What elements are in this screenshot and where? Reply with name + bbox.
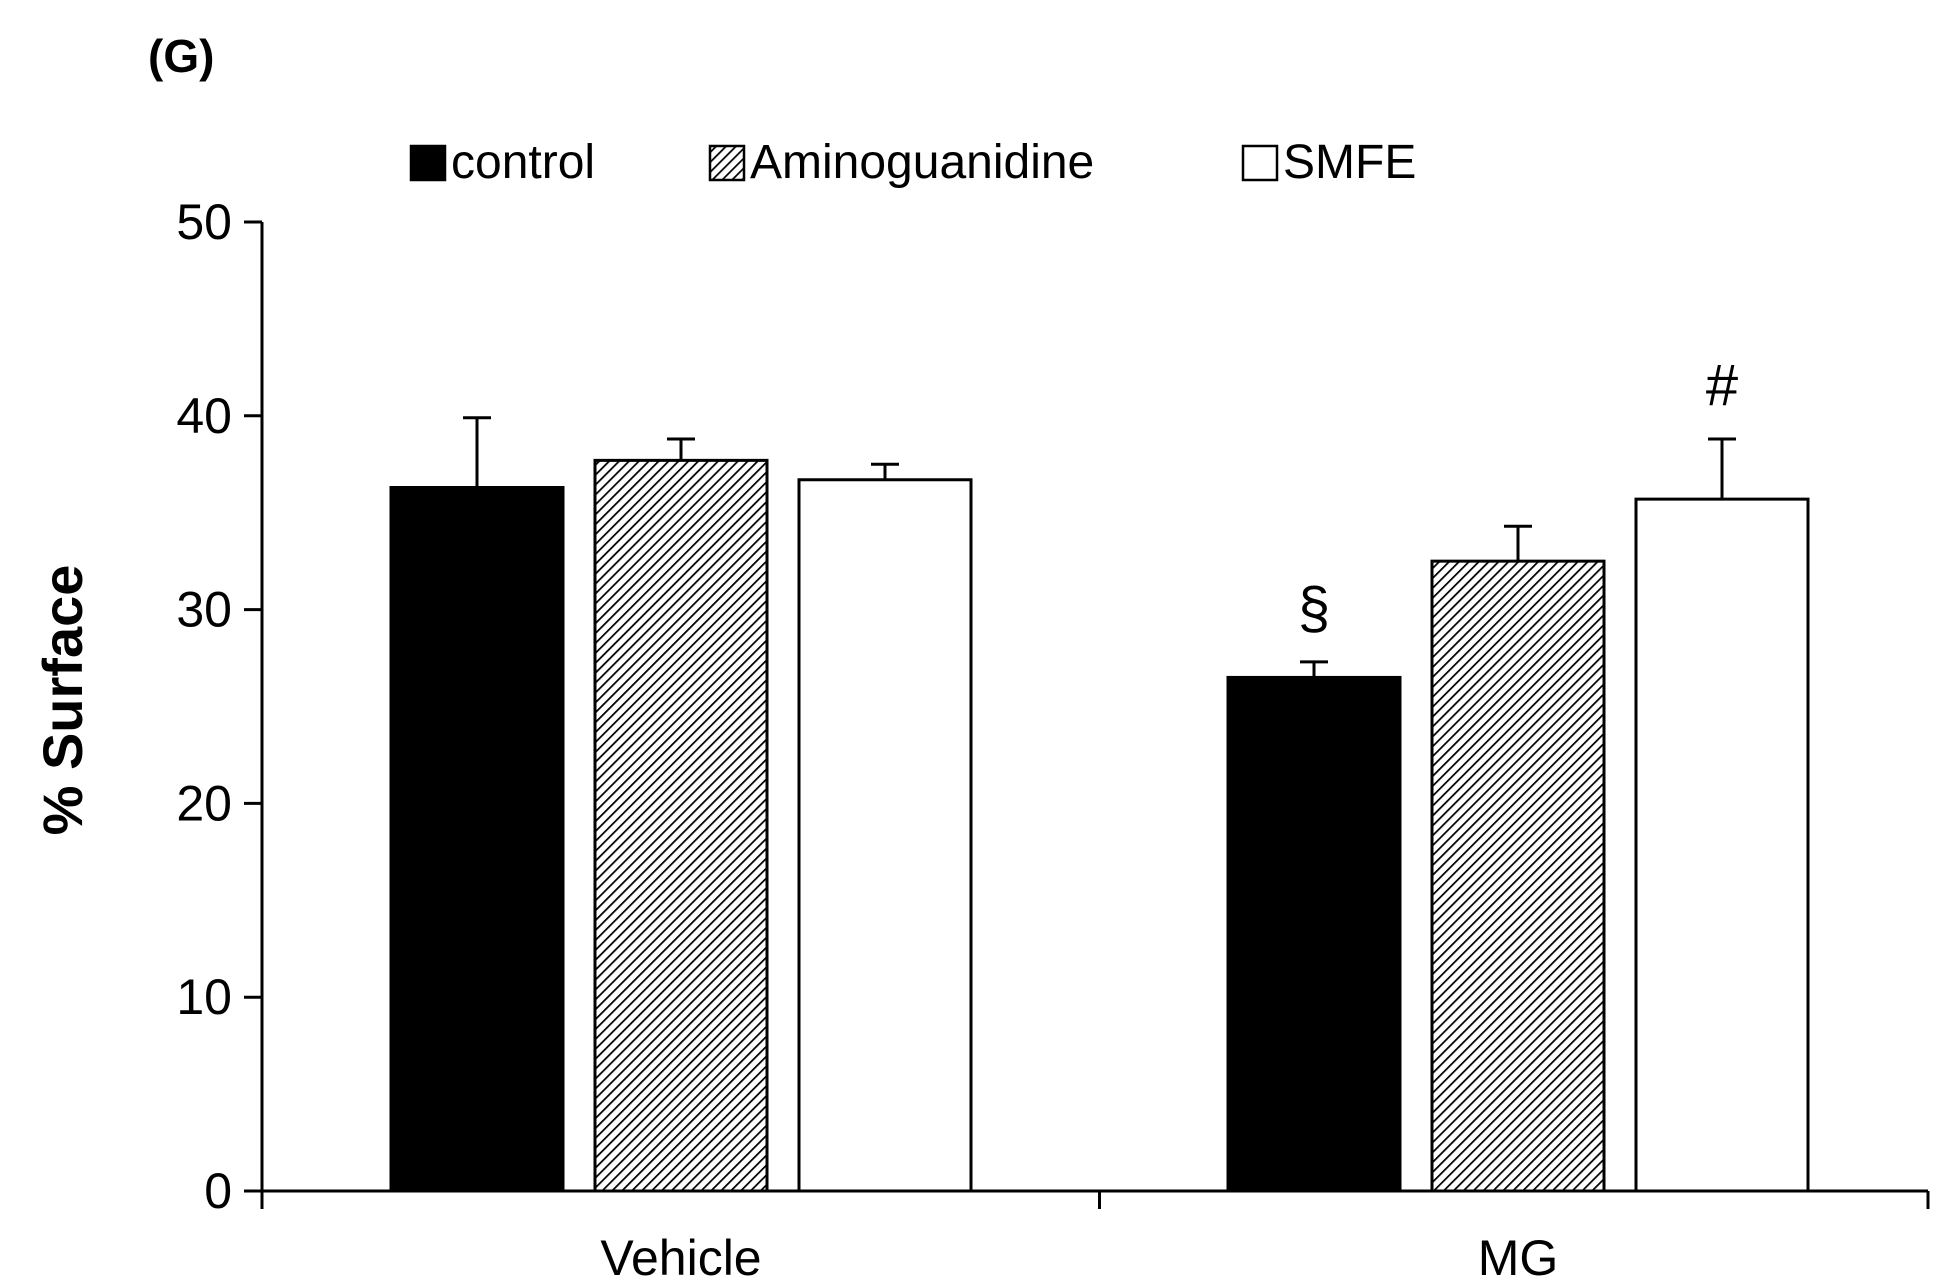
y-tick-label-50: 50 [176,194,232,250]
x-tick-label-mg: MG [1478,1230,1559,1286]
annotation-mg-control: § [1298,576,1330,641]
legend-swatch-aminoguanidine [708,144,746,182]
bar-mg-control [1226,675,1402,1193]
legend-swatch-smfe [1241,144,1279,182]
y-axis-label: % Surface [31,565,94,836]
x-tick-label-vehicle: Vehicle [600,1230,761,1286]
y-tick-label-20: 20 [176,775,232,831]
y-tick-label-40: 40 [176,388,232,444]
legend-label-aminoguanidine: Aminoguanidine [750,136,1094,189]
annotation-mg-smfe: # [1706,353,1738,418]
panel-label: (G) [148,30,214,82]
y-tick-label-30: 30 [176,582,232,638]
annotations: §# [1298,353,1738,641]
legend-swatch-control [409,144,447,182]
bar-mg-aminoguanidine [1430,559,1606,1193]
bar-vehicle-aminoguanidine [593,458,769,1193]
x-axis: Vehicle MG [244,1189,1930,1286]
y-tick-label-10: 10 [176,969,232,1025]
bar-vehicle-smfe [797,478,973,1193]
y-axis: 0 10 20 30 40 50 [176,194,264,1219]
bar-vehicle-control [389,486,565,1193]
legend: control Aminoguanidine SMFE [409,136,1416,189]
legend-label-smfe: SMFE [1283,136,1416,189]
bar-mg-smfe [1634,497,1810,1193]
bars [389,416,1810,1193]
y-tick-label-0: 0 [204,1163,232,1219]
legend-label-control: control [451,136,595,189]
